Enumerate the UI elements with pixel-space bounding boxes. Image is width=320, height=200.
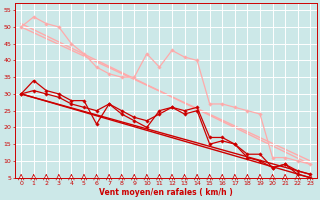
X-axis label: Vent moyen/en rafales ( km/h ): Vent moyen/en rafales ( km/h ) bbox=[99, 188, 233, 197]
